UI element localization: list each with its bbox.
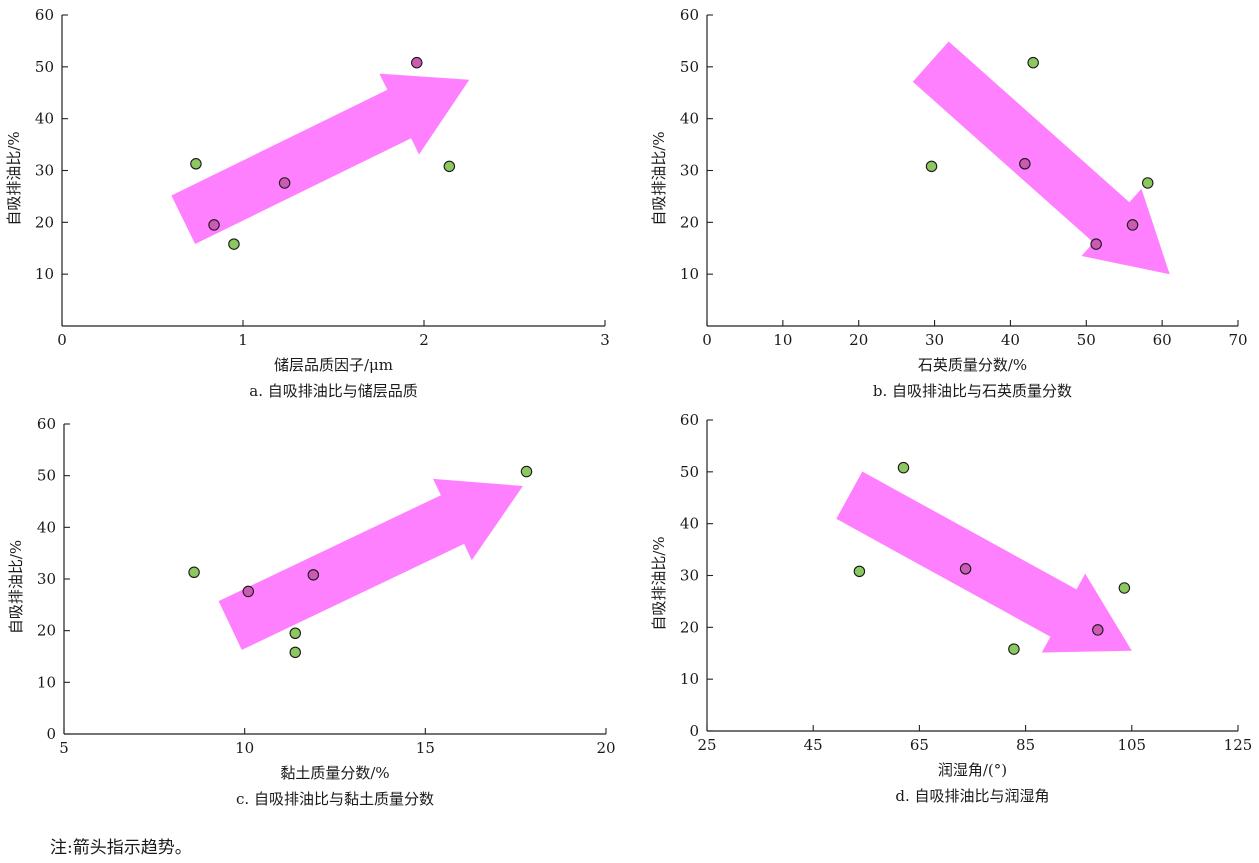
chart-caption-c: c. 自吸排油比与黏土质量分数 xyxy=(236,790,434,808)
data-point-b-1 xyxy=(1019,158,1031,170)
x-axis-label-d: 润湿角/(°) xyxy=(938,761,1007,779)
y-tick-label-a-2: 30 xyxy=(35,162,54,180)
x-tick-label-b-4: 40 xyxy=(1001,331,1020,349)
y-tick-label-d-1: 10 xyxy=(680,670,699,688)
x-tick-label-a-1: 1 xyxy=(238,331,248,349)
data-point-a-5 xyxy=(443,160,456,173)
y-tick-label-c-5: 50 xyxy=(37,467,56,485)
y-tick-label-d-6: 60 xyxy=(680,411,699,429)
data-point-d-2 xyxy=(959,563,972,575)
x-axis-label-a: 储层品质因子/μm xyxy=(274,356,393,374)
data-point-c-4 xyxy=(307,569,320,581)
x-tick-label-b-5: 50 xyxy=(1077,331,1096,349)
chart-c: 0 10 20 30 40 50 60 5 10 15 20 自吸排油比/% 黏土质量分数/% c. 自吸… xyxy=(7,415,616,808)
data-point-a-1 xyxy=(208,219,220,231)
data-point-b-5 xyxy=(1141,177,1154,189)
y-axis-label-d: 自吸排油比/% xyxy=(650,536,668,630)
figure-note: 注:箭头指示趋势。 xyxy=(50,838,192,858)
x-tick-label-d-0: 25 xyxy=(697,736,716,754)
data-point-c-0 xyxy=(188,566,200,579)
data-point-b-4 xyxy=(1126,219,1139,231)
x-tick-label-d-2: 65 xyxy=(910,736,929,754)
y-tick-label-d-0: 0 xyxy=(689,722,699,740)
trend-arrow-b xyxy=(912,41,1170,275)
y-tick-label-a-5: 60 xyxy=(35,6,54,24)
data-point-a-4 xyxy=(411,56,423,69)
y-tick-label-c-2: 20 xyxy=(37,622,56,640)
trend-arrow-c xyxy=(218,478,523,650)
x-tick-label-c-3: 20 xyxy=(596,739,615,757)
x-tick-label-b-1: 10 xyxy=(773,331,792,349)
data-point-a-2 xyxy=(228,238,240,250)
x-tick-label-c-1: 10 xyxy=(235,739,254,757)
y-tick-label-a-4: 50 xyxy=(35,58,54,76)
y-axis-label-a: 自吸排油比/% xyxy=(5,131,23,225)
y-tick-label-b-5: 60 xyxy=(680,6,699,24)
data-point-d-1 xyxy=(897,461,910,474)
data-point-b-0 xyxy=(925,160,938,173)
x-tick-label-d-3: 85 xyxy=(1016,736,1035,754)
y-tick-label-d-2: 20 xyxy=(680,618,699,636)
x-tick-label-c-2: 15 xyxy=(416,739,435,757)
y-tick-label-d-3: 30 xyxy=(680,567,699,585)
x-tick-label-b-6: 60 xyxy=(1153,331,1172,349)
x-axis-label-c: 黏土质量分数/% xyxy=(280,764,389,782)
y-tick-label-c-4: 40 xyxy=(37,518,56,536)
y-axis-label-b: 自吸排油比/% xyxy=(650,131,668,225)
x-tick-label-b-7: 70 xyxy=(1228,331,1247,349)
data-point-a-0 xyxy=(190,158,202,170)
y-tick-label-a-1: 20 xyxy=(35,213,54,231)
data-point-d-0 xyxy=(853,565,866,578)
chart-a: 10 20 30 40 50 60 0 1 2 3 自吸排油比/% 储层品质因子/μm a. 自吸排油比… xyxy=(5,6,610,400)
y-tick-label-c-1: 10 xyxy=(37,673,56,691)
trend-arrow-a xyxy=(171,73,470,244)
y-tick-label-b-3: 40 xyxy=(680,110,699,128)
x-tick-label-b-0: 0 xyxy=(702,331,712,349)
data-point-c-1 xyxy=(242,585,255,598)
data-point-d-5 xyxy=(1118,582,1131,594)
y-tick-label-d-4: 40 xyxy=(680,515,699,533)
data-point-b-3 xyxy=(1090,238,1102,250)
chart-b: 10 20 30 40 50 60 0 10 20 30 40 50 60 70 自吸排油比/% 石英质量分数… xyxy=(650,6,1248,400)
y-tick-label-b-0: 10 xyxy=(680,265,699,283)
data-point-b-2 xyxy=(1027,56,1039,69)
x-tick-label-a-0: 0 xyxy=(57,331,67,349)
chart-caption-b: b. 自吸排油比与石英质量分数 xyxy=(873,382,1072,400)
x-tick-label-d-4: 105 xyxy=(1117,736,1146,754)
y-axis-label-c: 自吸排油比/% xyxy=(7,540,25,634)
y-tick-label-b-4: 50 xyxy=(680,58,699,76)
trend-arrow-d xyxy=(836,471,1132,653)
y-tick-label-c-3: 30 xyxy=(37,570,56,588)
data-point-d-3 xyxy=(1008,643,1020,655)
chart-d: 0 10 20 30 40 50 60 25 45 65 85 105 125 自吸排油比/% 润湿角/(°… xyxy=(650,411,1252,805)
data-point-c-3 xyxy=(289,646,302,659)
x-tick-label-d-1: 45 xyxy=(804,736,823,754)
data-point-d-4 xyxy=(1092,624,1104,636)
chart-caption-a: a. 自吸排油比与储层品质 xyxy=(249,382,417,400)
x-tick-label-a-3: 3 xyxy=(600,331,610,349)
x-tick-label-b-2: 20 xyxy=(849,331,868,349)
y-tick-label-c-0: 0 xyxy=(46,725,56,743)
y-tick-label-a-3: 40 xyxy=(35,110,54,128)
y-tick-label-d-5: 50 xyxy=(680,463,699,481)
chart-caption-d: d. 自吸排油比与润湿角 xyxy=(895,787,1049,805)
data-point-c-5 xyxy=(520,465,533,478)
data-point-c-2 xyxy=(289,627,302,639)
x-tick-label-b-3: 30 xyxy=(925,331,944,349)
y-tick-label-c-6: 60 xyxy=(37,415,56,433)
y-tick-label-b-2: 30 xyxy=(680,162,699,180)
x-axis-label-b: 石英质量分数/% xyxy=(918,356,1027,374)
x-tick-label-a-2: 2 xyxy=(419,331,429,349)
x-tick-label-d-5: 125 xyxy=(1224,736,1253,754)
x-tick-label-c-0: 5 xyxy=(59,739,69,757)
y-tick-label-b-1: 20 xyxy=(680,213,699,231)
data-point-a-3 xyxy=(278,177,291,189)
y-tick-label-a-0: 10 xyxy=(35,265,54,283)
